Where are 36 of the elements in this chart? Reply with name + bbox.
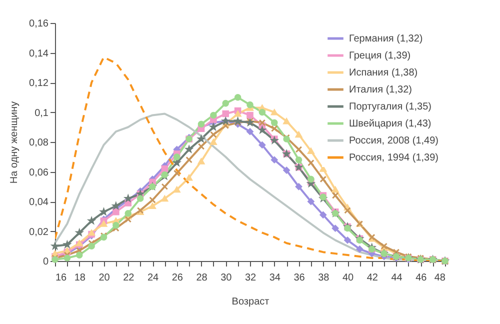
x-tick-label: 16	[56, 272, 68, 284]
y-tick-label: 0,1	[34, 108, 49, 119]
legend-label: Португалия (1,35)	[349, 102, 432, 112]
x-axis-title: Возраст	[232, 296, 270, 308]
y-tick-label: 0,16	[29, 18, 49, 30]
legend-label: Испания (1,38)	[349, 68, 418, 78]
x-tick-label: 28	[196, 272, 208, 284]
legend-label: Россия, 1994 (1,39)	[349, 152, 438, 164]
y-tick-label: 0,06	[29, 167, 49, 178]
y-tick-label: 0,14	[29, 48, 49, 60]
y-tick-label: 0,08	[29, 138, 49, 148]
y-axis-title: На одну женщину	[9, 101, 20, 184]
x-tick-label: 34	[269, 272, 281, 284]
y-tick-label: 0,04	[29, 197, 49, 208]
x-tick-label: 48	[434, 272, 446, 284]
legend-label: Швейцария (1,43)	[349, 118, 432, 130]
x-tick-label: 18	[74, 272, 86, 284]
x-tick-label: 32	[244, 272, 256, 284]
x-tick-label: 38	[318, 272, 330, 284]
y-tick-label: 0	[42, 256, 49, 268]
x-tick-label: 44	[391, 272, 403, 284]
x-tick-label: 40	[342, 272, 354, 284]
x-tick-label: 20	[98, 272, 110, 284]
x-tick-label: 46	[416, 272, 428, 284]
x-tick-label: 30	[220, 272, 232, 284]
x-tick-label: 36	[294, 272, 306, 284]
legend-label: Россия, 2008 (1,49)	[349, 136, 438, 146]
x-tick-label: 22	[123, 272, 135, 284]
y-tick-label: 0,12	[29, 78, 49, 89]
legend-label: Греция (1,39)	[349, 50, 411, 62]
y-tick-label: 0,02	[29, 226, 49, 238]
x-tick-label: 24	[147, 272, 159, 284]
legend-label: Германия (1,32)	[349, 34, 423, 44]
x-tick-label: 26	[172, 272, 184, 284]
x-tick-label: 42	[366, 272, 378, 284]
legend-label: Италия (1,32)	[349, 84, 412, 96]
